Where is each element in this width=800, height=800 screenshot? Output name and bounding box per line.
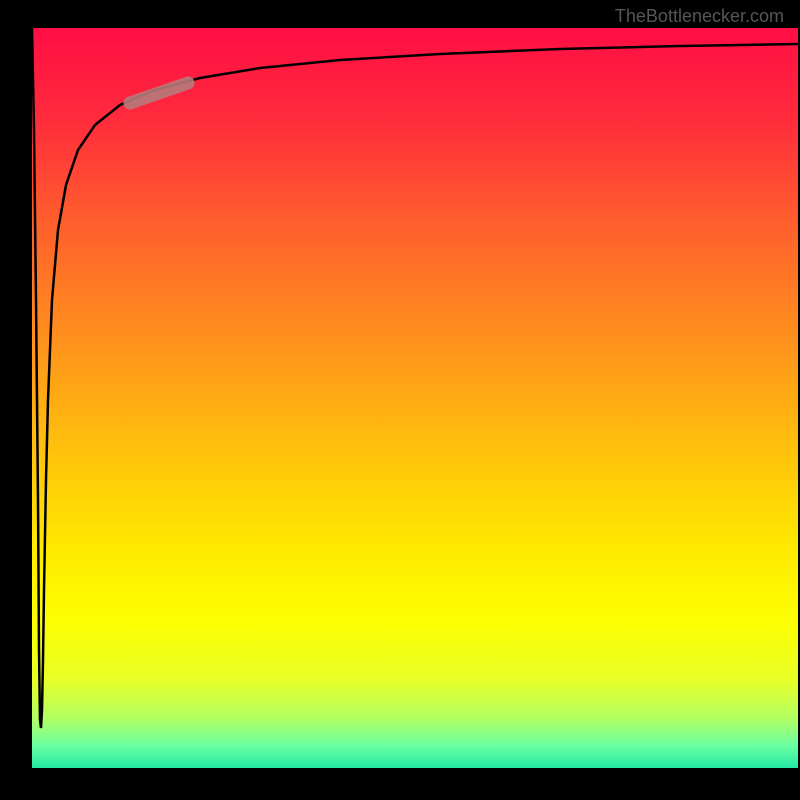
bottleneck-chart bbox=[0, 0, 800, 800]
watermark-text: TheBottlenecker.com bbox=[615, 6, 784, 27]
chart-container: TheBottlenecker.com bbox=[0, 0, 800, 800]
plot-gradient-background bbox=[32, 28, 798, 768]
